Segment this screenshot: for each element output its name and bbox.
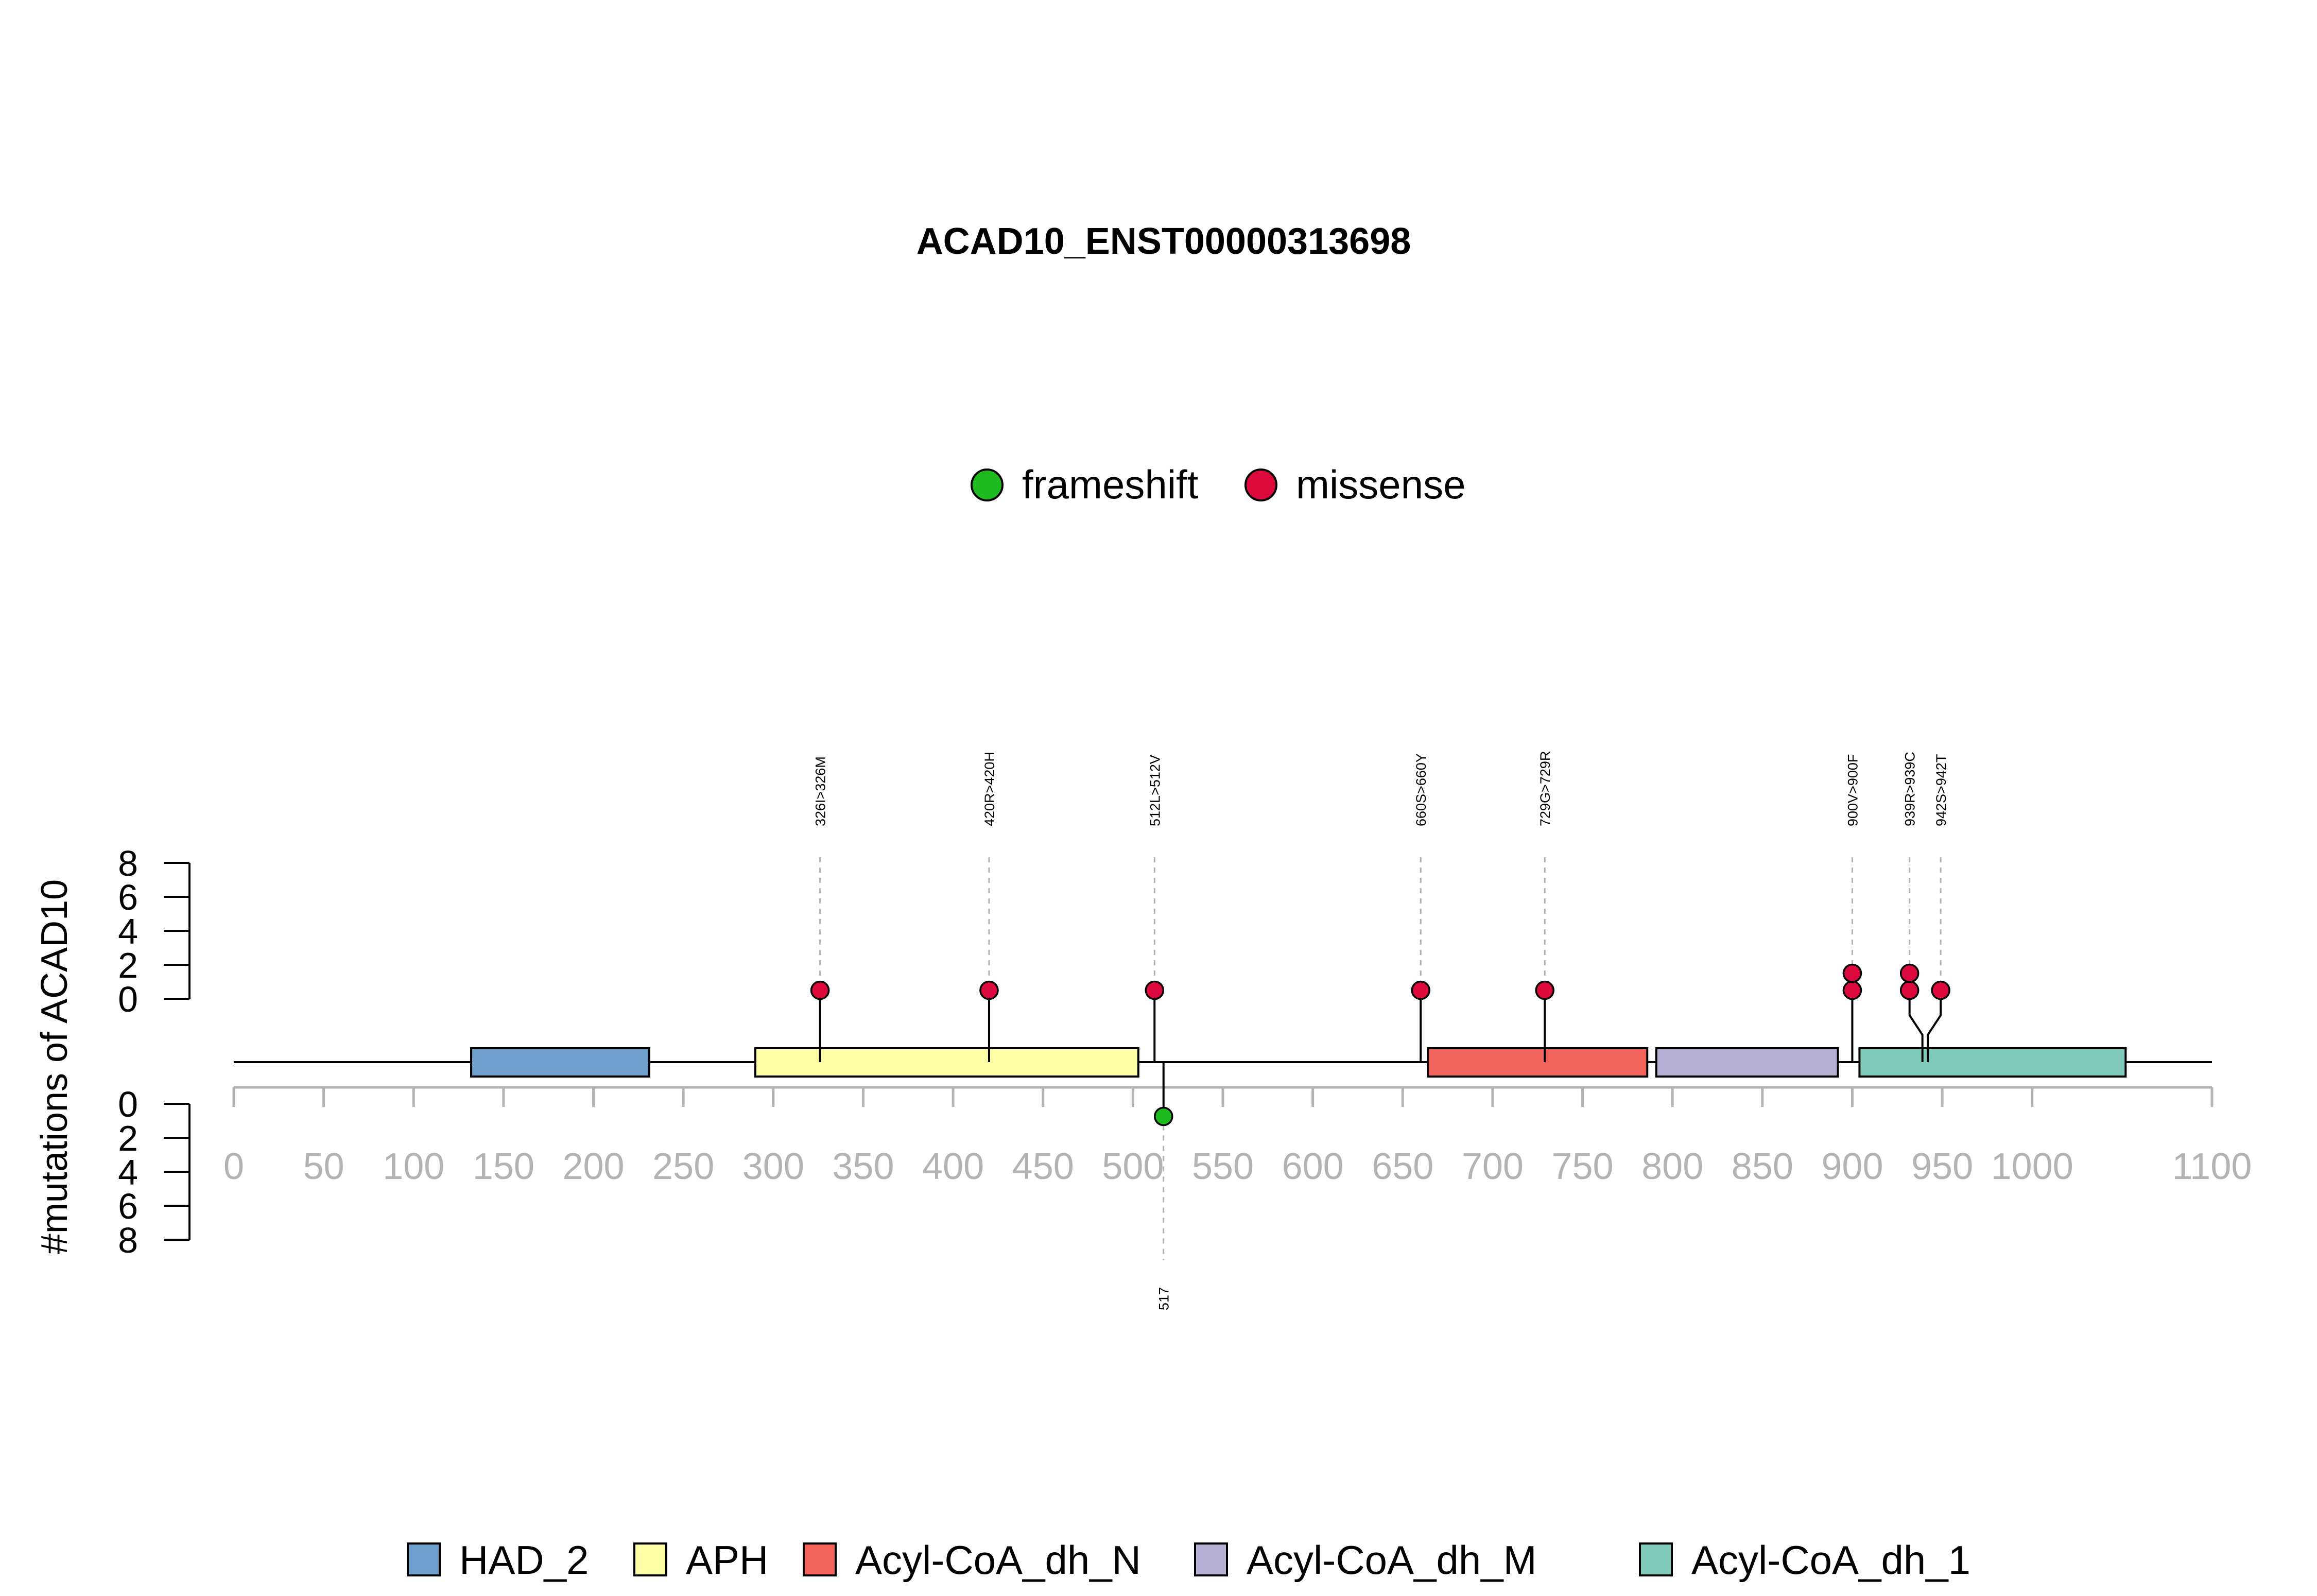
mutation-lollipops: 326I>326M 420R>420H 512L>512V 660S>660Y 729G… bbox=[810, 751, 1950, 1310]
x-tick-label: 400 bbox=[922, 1146, 984, 1187]
x-tick-label: 800 bbox=[1641, 1146, 1703, 1187]
domain-legend-swatch-Acyl-CoA_dh_1 bbox=[1639, 1542, 1673, 1576]
mutation-label: 420R>420H bbox=[982, 752, 997, 826]
domain-Acyl-CoA_dh_N bbox=[1427, 1047, 1649, 1078]
mutation-dot-frameshift bbox=[1153, 1106, 1173, 1126]
x-tick-label: 300 bbox=[742, 1146, 804, 1187]
x-tick-label: 0 bbox=[223, 1146, 244, 1187]
mutation-type-legend: frameshift missense bbox=[971, 462, 1465, 507]
domain-legend-label-Acyl-CoA_dh_1: Acyl-CoA_dh_1 bbox=[1691, 1537, 1970, 1583]
mutation-label: 660S>660Y bbox=[1413, 753, 1429, 826]
domain-legend: HAD_2 APH Acyl-CoA_dh_N Acyl-CoA_dh_M Acyl-C… bbox=[407, 1537, 1970, 1583]
domain-legend-swatch-APH bbox=[633, 1542, 667, 1576]
y-tick-label-top: 8 bbox=[118, 843, 138, 883]
y-tick-label-bottom: 0 bbox=[118, 1084, 138, 1124]
domain-legend-label-Acyl-CoA_dh_N: Acyl-CoA_dh_N bbox=[855, 1537, 1141, 1583]
mutation-dot-missense bbox=[1931, 980, 1950, 1000]
x-tick-label: 100 bbox=[383, 1146, 444, 1187]
legend-label-frameshift: frameshift bbox=[1022, 462, 1199, 507]
y-tick-label-top: 6 bbox=[118, 877, 138, 917]
y-tick-label-bottom: 2 bbox=[118, 1118, 138, 1158]
mutation-label: 900V>900F bbox=[1845, 754, 1860, 826]
x-tick-label: 250 bbox=[652, 1146, 714, 1187]
x-tick-label: 950 bbox=[1911, 1146, 1973, 1187]
domain-legend-label-HAD_2: HAD_2 bbox=[459, 1537, 589, 1583]
y-axis-label: #mutations of ACAD10 bbox=[34, 879, 75, 1254]
x-tick-label: 450 bbox=[1012, 1146, 1074, 1187]
legend-marker-missense bbox=[1244, 469, 1277, 501]
mutation-dot-missense bbox=[1899, 980, 1920, 1000]
protein-domains bbox=[470, 1047, 2127, 1078]
x-tick-label: 550 bbox=[1192, 1146, 1254, 1187]
domain-legend-label-APH: APH bbox=[686, 1537, 768, 1583]
domain-HAD_2 bbox=[470, 1047, 650, 1078]
x-tick-label: 350 bbox=[832, 1146, 894, 1187]
x-tick-label: 750 bbox=[1551, 1146, 1613, 1187]
mutation-dot-missense bbox=[1842, 963, 1862, 983]
x-tick-label: 850 bbox=[1732, 1146, 1793, 1187]
x-tick-label: 50 bbox=[303, 1146, 344, 1187]
x-tick-label: 150 bbox=[473, 1146, 534, 1187]
mutation-label: 942S>942T bbox=[1933, 754, 1949, 826]
domain-legend-swatch-Acyl-CoA_dh_N bbox=[803, 1542, 837, 1576]
x-tick-label: 200 bbox=[562, 1146, 624, 1187]
domain-APH bbox=[754, 1047, 1139, 1078]
legend-marker-frameshift bbox=[971, 469, 1004, 501]
mutation-label: 729G>729R bbox=[1537, 751, 1553, 826]
x-tick-label: 650 bbox=[1372, 1146, 1433, 1187]
mutation-dot-missense bbox=[1842, 980, 1862, 1000]
mutation-guide-lines bbox=[819, 857, 1942, 1260]
domain-Acyl-CoA_dh_M bbox=[1655, 1047, 1839, 1078]
mutation-label: 939R>939C bbox=[1903, 752, 1918, 826]
mutation-stem bbox=[1927, 990, 1942, 1062]
mutation-dot-missense bbox=[1535, 980, 1554, 1000]
x-tick-label: 1100 bbox=[2172, 1146, 2252, 1187]
domain-legend-label-Acyl-CoA_dh_M: Acyl-CoA_dh_M bbox=[1247, 1537, 1537, 1583]
x-axis: 0 50 100 150 200 250 300 350 400 450 500 550 600 650 7… bbox=[223, 1086, 2252, 1187]
y-tick-label-top: 2 bbox=[118, 945, 138, 985]
y-tick-label-bottom: 8 bbox=[118, 1220, 138, 1260]
y-tick-label-top: 4 bbox=[118, 911, 138, 951]
mutation-stem bbox=[1908, 990, 1924, 1062]
x-tick-label: 600 bbox=[1282, 1146, 1344, 1187]
y-tick-label-bottom: 4 bbox=[118, 1152, 138, 1192]
x-tick-label: 1000 bbox=[1991, 1146, 2073, 1187]
x-tick-label: 900 bbox=[1821, 1146, 1883, 1187]
legend-label-missense: missense bbox=[1296, 462, 1465, 507]
mutation-dot-missense bbox=[1145, 980, 1165, 1000]
y-tick-label-bottom: 6 bbox=[118, 1186, 138, 1226]
mutation-dot-missense bbox=[979, 980, 999, 1000]
x-tick-label: 500 bbox=[1102, 1146, 1164, 1187]
y-tick-label-top: 0 bbox=[118, 979, 138, 1019]
domain-Acyl-CoA_dh_1 bbox=[1858, 1047, 2127, 1078]
chart-title: ACAD10_ENST00000313698 bbox=[917, 221, 1411, 262]
mutation-dot-missense bbox=[1899, 963, 1920, 983]
mutation-dot-missense bbox=[1411, 980, 1430, 1000]
mutation-dot-missense bbox=[810, 980, 830, 1000]
domain-legend-swatch-HAD_2 bbox=[407, 1542, 441, 1576]
mutation-label: 512L>512V bbox=[1147, 755, 1163, 826]
x-tick-label: 700 bbox=[1462, 1146, 1524, 1187]
mutation-label-bottom: 517 bbox=[1156, 1287, 1172, 1310]
mutation-label: 326I>326M bbox=[813, 756, 828, 826]
domain-legend-swatch-Acyl-CoA_dh_M bbox=[1194, 1542, 1228, 1576]
